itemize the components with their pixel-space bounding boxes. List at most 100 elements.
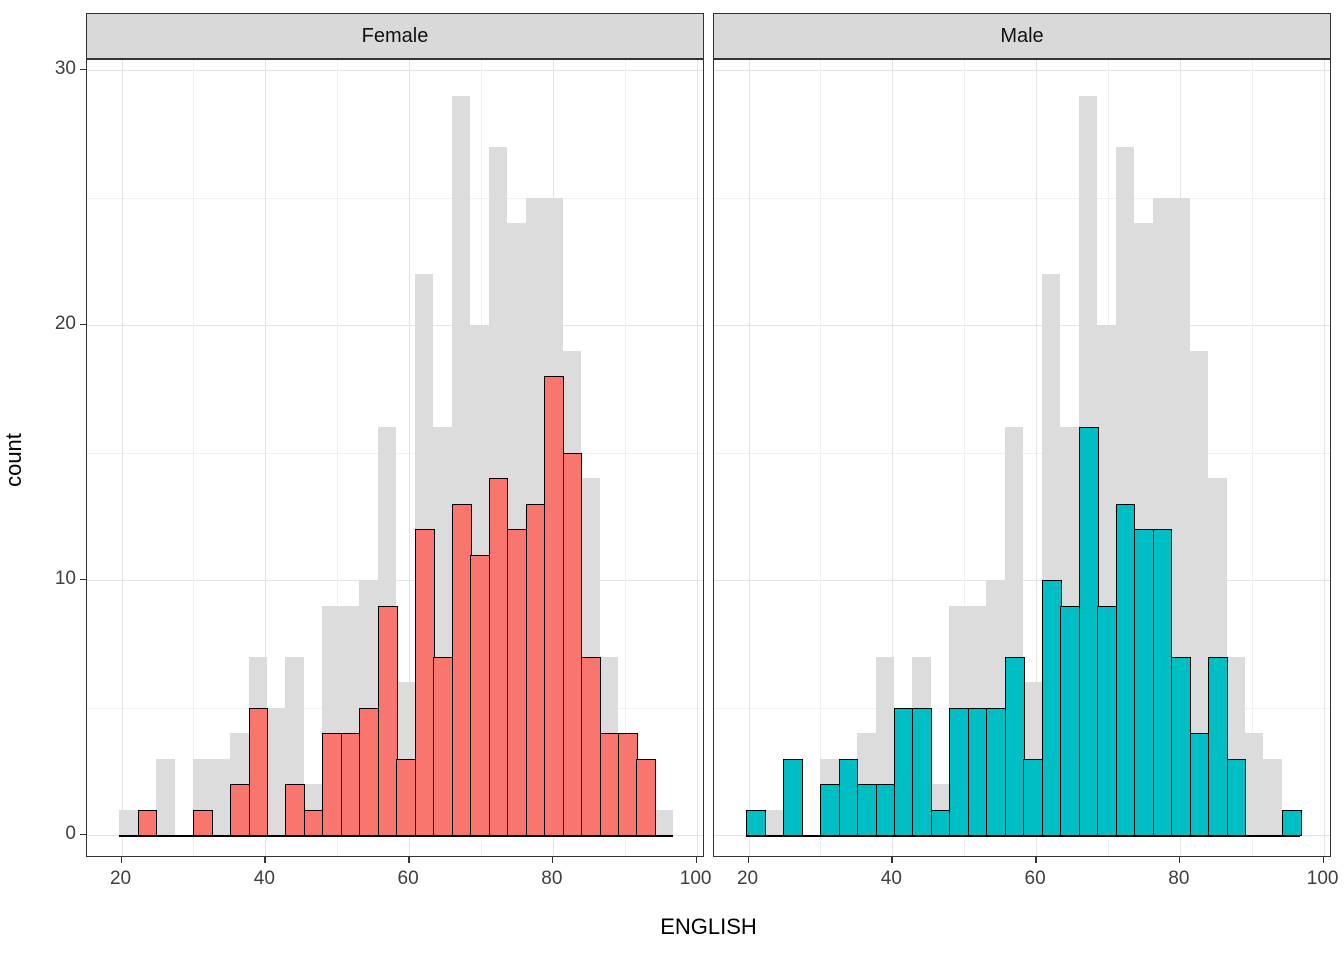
y-tick-label: 0	[65, 823, 76, 844]
y-tick-mark	[80, 579, 86, 581]
h-gridline-major	[87, 325, 703, 326]
male-bar	[820, 784, 840, 837]
v-gridline-minor	[820, 60, 822, 856]
h-gridline-minor	[714, 197, 1330, 199]
v-gridline-minor	[193, 60, 195, 856]
x-tick-mark	[264, 857, 266, 863]
x-tick-label: 40	[880, 868, 902, 889]
male-bar	[1134, 529, 1154, 837]
y-tick-label: 30	[54, 58, 76, 79]
v-gridline-major	[1036, 60, 1038, 856]
zero-baseline	[119, 834, 674, 837]
male-bar	[949, 707, 970, 837]
female-bar	[507, 529, 527, 837]
panel-male	[713, 59, 1331, 857]
h-gridline-minor	[87, 197, 703, 199]
x-tick-mark	[408, 857, 410, 863]
x-tick-mark	[120, 857, 122, 863]
female-bar	[230, 784, 250, 837]
total-bar	[119, 809, 138, 835]
total-bar	[156, 758, 175, 835]
male-bar	[1171, 656, 1191, 837]
x-tick-label: 100	[1306, 868, 1339, 889]
zero-baseline	[746, 834, 1301, 837]
male-bar	[1078, 427, 1099, 837]
female-bar	[544, 376, 564, 837]
v-gridline-major	[892, 60, 894, 856]
v-gridline-minor	[624, 60, 626, 856]
female-bar	[451, 503, 472, 837]
female-bar	[248, 707, 269, 837]
female-bar	[377, 605, 398, 837]
male-bar	[1060, 605, 1081, 837]
facet-strip-label: Female	[361, 24, 429, 47]
total-bar	[654, 809, 674, 835]
x-tick-mark	[1035, 857, 1037, 863]
x-tick-mark	[1178, 857, 1181, 863]
male-bar	[1152, 529, 1173, 837]
male-bar	[967, 707, 988, 837]
x-tick-label: 20	[109, 868, 132, 889]
male-bar	[1004, 656, 1025, 837]
v-gridline-major	[409, 60, 411, 856]
female-bar	[525, 503, 546, 837]
female-bar	[322, 733, 343, 837]
x-tick-mark	[747, 857, 749, 863]
male-bar	[986, 707, 1007, 837]
female-bar	[414, 529, 435, 837]
female-bar	[636, 758, 657, 837]
female-bar	[137, 809, 158, 837]
facet-strip-label: Male	[1000, 24, 1044, 47]
facet-strip-male: Male	[713, 13, 1331, 59]
v-gridline-major	[696, 60, 698, 856]
female-bar	[488, 478, 509, 837]
y-tick-mark	[80, 69, 86, 71]
total-bar	[1245, 733, 1264, 835]
y-tick-label: 10	[54, 568, 76, 589]
female-bar	[359, 707, 380, 837]
male-bar	[1189, 733, 1210, 837]
x-tick-mark	[551, 857, 554, 863]
female-bar	[303, 809, 324, 837]
x-tick-mark	[891, 857, 893, 863]
male-bar	[1226, 758, 1247, 837]
x-tick-label: 60	[1024, 868, 1046, 889]
male-bar	[1115, 503, 1136, 837]
panel-female	[86, 59, 704, 857]
total-bar	[267, 707, 286, 835]
y-tick-label: 20	[54, 313, 76, 334]
male-bar	[1208, 656, 1228, 837]
male-bar	[912, 707, 933, 837]
h-gridline-major	[714, 325, 1330, 326]
total-bar	[211, 758, 231, 835]
male-bar	[746, 809, 766, 837]
y-axis-title: count	[1, 433, 26, 487]
female-bar	[581, 656, 601, 837]
x-tick-label: 80	[541, 868, 563, 889]
x-tick-label: 40	[253, 868, 275, 889]
female-bar	[599, 733, 620, 837]
male-bar	[1041, 580, 1062, 837]
female-bar	[618, 733, 638, 837]
male-bar	[783, 758, 803, 837]
x-tick-label: 60	[397, 868, 419, 889]
h-gridline-major	[87, 70, 703, 71]
female-bar	[193, 809, 213, 837]
total-bar	[764, 809, 784, 835]
v-gridline-major	[265, 60, 267, 856]
female-bar	[433, 656, 454, 837]
x-tick-label: 100	[679, 868, 712, 889]
female-bar	[470, 554, 490, 837]
v-gridline-major	[748, 60, 750, 856]
x-tick-mark	[1322, 857, 1325, 863]
total-bar	[1189, 350, 1209, 835]
x-axis-title: ENGLISH	[660, 914, 757, 939]
x-tick-label: 80	[1168, 868, 1190, 889]
male-bar	[875, 784, 896, 837]
male-bar	[857, 784, 877, 837]
female-bar	[285, 784, 306, 837]
male-bar	[930, 809, 951, 837]
x-tick-mark	[695, 857, 698, 863]
female-bar	[396, 758, 417, 837]
